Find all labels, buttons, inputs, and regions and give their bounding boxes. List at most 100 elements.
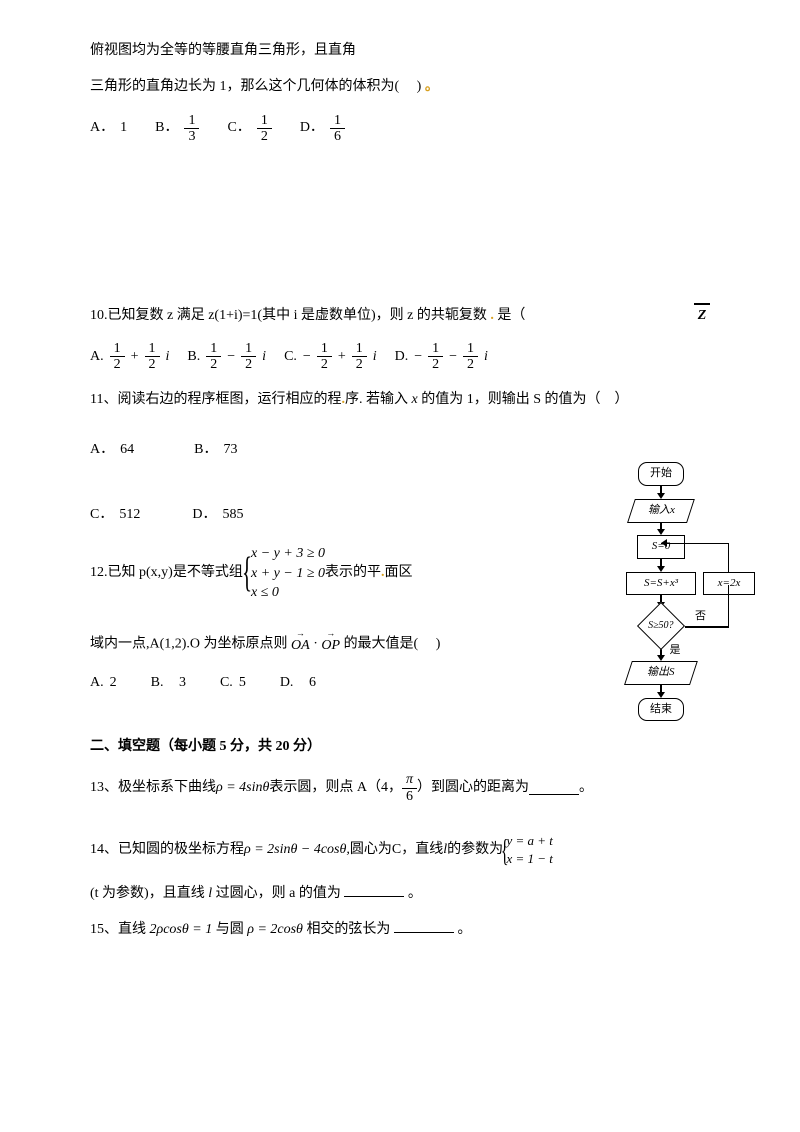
q14-a: 14、已知圆的极坐标方程	[90, 839, 244, 861]
q10-c-neg: −	[303, 346, 311, 368]
q14-p2: x = 1 − t	[506, 850, 552, 868]
q14-l2a: (t 为参数)，且直线	[90, 886, 205, 901]
q12-line2c: )	[436, 636, 441, 651]
q10-d-i: i	[484, 346, 488, 368]
q10-options: A. 12 + 12 i B. 12 − 12 i C. − 12 + 12 i…	[90, 341, 710, 373]
q10-opt-c: C. − 12 + 12 i	[284, 341, 377, 373]
q9-d-den: 6	[330, 129, 345, 144]
q10-d-n2: 1	[463, 341, 478, 357]
q9-d-label: D．	[300, 117, 324, 139]
q11-b-val: 73	[223, 439, 237, 461]
q14-eq1: ρ = 2sinθ − 4cosθ,	[244, 839, 350, 861]
q14-l2: l	[208, 886, 212, 901]
fc-input-text: 输入x	[648, 502, 675, 520]
section2-title: 二、填空题（每小题 5 分，共 20 分）	[90, 736, 710, 758]
q12-b-v: 3	[179, 672, 186, 694]
q11-d-label: D．	[192, 504, 216, 526]
q15-c: 相交的弦长为	[306, 922, 390, 937]
brace-icon-2: {	[501, 838, 509, 864]
q9-d-num: 1	[330, 113, 345, 129]
q10-c-d2: 2	[352, 357, 367, 372]
q12-d-l: D.	[280, 672, 294, 694]
q11-options-ab: A． 64 B． 73	[90, 439, 710, 461]
q9-b-den: 3	[184, 129, 199, 144]
flowchart: 开始 输入x S=0 S=S+x³ x=2x S≥50? 否 是 输出S 结束	[577, 462, 745, 721]
q9-opt-c: C． 1 2	[227, 113, 271, 145]
q14-c: 的参数为	[447, 839, 503, 861]
q11-text-c: 的值为 1，则输出 S 的值为（ ）	[421, 392, 628, 407]
q10-b-d2: 2	[241, 357, 256, 372]
q12-text-c: 面区	[385, 562, 413, 584]
q10-d-plus: −	[449, 346, 457, 368]
q12-opt-a: A.2	[90, 672, 117, 694]
q12-eq2: x + y − 1 ≥ 0	[251, 564, 325, 584]
q14-params: y = a + t x = 1 − t	[506, 832, 552, 868]
q13-d: 。	[579, 777, 593, 799]
q10-opt-d: D. − 12 − 12 i	[395, 341, 488, 373]
q11-text-b: 序. 若输入	[345, 392, 408, 407]
q15-blank	[394, 919, 454, 933]
q11-opt-c: C． 512	[90, 504, 140, 526]
q10-d-d1: 2	[428, 357, 443, 372]
q9-opt-d: D． 1 6	[300, 113, 345, 145]
q10-c-n2: 1	[352, 341, 367, 357]
q10-b-n2: 1	[241, 341, 256, 357]
q9-c-label: C．	[227, 117, 250, 139]
q10-opt-a: A. 12 + 12 i	[90, 341, 169, 373]
q9-c-num: 1	[257, 113, 272, 129]
q15-b: 与圆	[216, 922, 244, 937]
q9-line2a: 三角形的直角边长为 1，那么这个几何体的体积为(	[90, 79, 399, 94]
q9-line1: 俯视图均为全等的等腰直角三角形，且直角	[90, 40, 710, 62]
q10-c-n1: 1	[317, 341, 332, 357]
fc-update: x=2x	[703, 572, 755, 596]
q9-opt-a: A． 1	[90, 113, 127, 145]
q10-c-i: i	[373, 346, 377, 368]
q12-c-l: C.	[220, 672, 233, 694]
q10-d-label: D.	[395, 346, 409, 368]
q10-line: 10.已知复数 z 满足 z(1+i)=1(其中 i 是虚数单位)，则 z 的共…	[90, 303, 710, 327]
fc-cond-text: S≥50?	[648, 618, 674, 634]
zbar-symbol: Z	[694, 303, 710, 327]
q10-d-neg: −	[414, 346, 422, 368]
q10-b-d1: 2	[206, 357, 221, 372]
q12-d-v: 6	[309, 672, 316, 694]
fc-yes: 是	[670, 642, 681, 660]
q10-text-b: 是（	[497, 305, 525, 327]
q10-b-i: i	[262, 346, 266, 368]
q11-d-val: 585	[222, 504, 243, 526]
vec-op-text: OP	[321, 635, 340, 657]
q10-b-plus: −	[227, 346, 235, 368]
q13-num: π	[402, 772, 417, 788]
q15-d: 。	[457, 922, 471, 937]
q10-dot: .	[487, 305, 498, 327]
q9-c-frac: 1 2	[257, 113, 272, 145]
q10-a-n1: 1	[110, 341, 125, 357]
q12-opt-b: B. 3	[151, 672, 186, 694]
q11-a-label: A．	[90, 439, 114, 461]
q9-options: A． 1 B． 1 3 C． 1 2 D． 1 6	[90, 113, 710, 145]
q14-line1: 14、已知圆的极坐标方程 ρ = 2sinθ − 4cosθ, 圆心为C，直线 …	[90, 832, 710, 868]
q11-opt-b: B． 73	[194, 439, 237, 461]
fc-output-text: 输出S	[647, 664, 675, 682]
q10-a-d1: 2	[110, 357, 125, 372]
fc-end: 结束	[638, 698, 684, 722]
q10-b-n1: 1	[206, 341, 221, 357]
q15-a: 15、直线	[90, 922, 146, 937]
vec-op: →OP	[321, 631, 340, 658]
fc-input: 输入x	[627, 499, 695, 523]
vec-oa-text: OA	[291, 635, 310, 657]
q9-c-den: 2	[257, 129, 272, 144]
q11-c-label: C．	[90, 504, 113, 526]
fc-output: 输出S	[624, 661, 698, 685]
q14-blank	[344, 883, 404, 897]
q13-c: ）到圆心的距离为	[417, 777, 529, 799]
q11-xvar: x	[411, 392, 417, 407]
q10-c-d1: 2	[317, 357, 332, 372]
q10-d-d2: 2	[463, 357, 478, 372]
q9-b-num: 1	[184, 113, 199, 129]
q10-a-d2: 2	[145, 357, 160, 372]
q9-d-frac: 1 6	[330, 113, 345, 145]
q13-a: 13、极坐标系下曲线	[90, 777, 216, 799]
vec-oa: →OA	[291, 631, 310, 658]
q10-a-label: A.	[90, 346, 104, 368]
